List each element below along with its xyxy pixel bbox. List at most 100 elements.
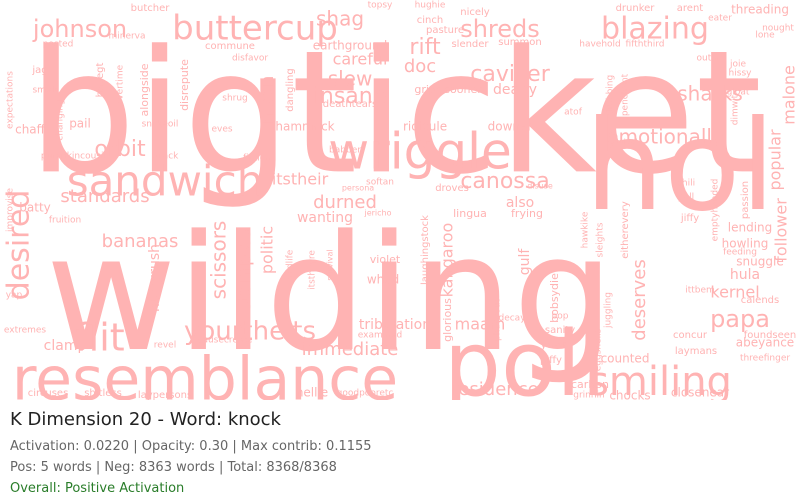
cloud-word: piffy	[540, 355, 562, 366]
cloud-word: resemblance	[12, 345, 398, 400]
cloud-word: closenear	[671, 386, 729, 400]
cloud-word: wilding	[46, 200, 615, 387]
cloud-word: gulf	[517, 248, 533, 276]
cloud-word: snuggle	[736, 255, 783, 269]
cloud-word: fiction	[243, 154, 271, 164]
cloud-word: papa	[710, 305, 770, 333]
cloud-word: hughie	[415, 1, 446, 11]
cloud-word: butcher	[131, 3, 171, 14]
cloud-word: lone	[755, 31, 775, 41]
cloud-word: pumpkincousin	[41, 152, 109, 162]
cloud-word: standards	[60, 186, 149, 207]
cloud-word: insane	[314, 84, 386, 109]
cloud-word: atof	[564, 108, 583, 118]
cloud-word: threading	[731, 3, 789, 17]
cloud-word: also	[506, 195, 534, 211]
cloud-word: desired	[2, 190, 37, 301]
cloud-word: sooner	[444, 83, 482, 96]
cloud-word: commune	[205, 41, 255, 52]
cloud-word: hawkike	[581, 211, 591, 248]
word-counts: Pos: 5 words | Neg: 8363 words | Total: …	[10, 460, 337, 475]
cloud-word: yawn	[540, 338, 569, 351]
cloud-word: persona	[342, 184, 374, 193]
cloud-word: whod	[367, 273, 399, 287]
cloud-word: snakeoil	[142, 120, 179, 130]
cloud-word: laymans	[675, 346, 717, 357]
cloud-word: jag	[31, 65, 47, 76]
cloud-word: havehold	[579, 40, 621, 50]
cloud-word: eitherevery	[620, 201, 631, 259]
cloud-word: bananas	[102, 231, 179, 252]
word-cloud: bigticket wilding hol poll resemblance wriggl…	[0, 0, 800, 400]
cloud-word: grinnin	[573, 391, 605, 401]
cloud-word: improvise	[6, 188, 16, 233]
cloud-word: threefinger	[740, 354, 790, 364]
cloud-word: circuses	[28, 388, 69, 399]
cloud-word: drubbing	[606, 75, 616, 115]
cloud-word: residence	[451, 379, 538, 400]
cloud-word: decay	[498, 314, 526, 324]
cloud-word: shitless	[84, 388, 122, 399]
cloud-word: revel	[154, 341, 176, 351]
cloud-word: bop	[552, 312, 569, 322]
cloud-word: extremes	[4, 326, 47, 336]
cloud-word: carbon	[571, 378, 609, 391]
cloud-word: doc	[404, 56, 436, 77]
cloud-word: flit	[75, 316, 124, 360]
cloud-word: dangling	[285, 68, 296, 111]
cloud-word: outin	[697, 54, 720, 64]
cloud-word: laughingstock	[420, 215, 431, 285]
cloud-word: johnson	[32, 15, 127, 43]
cloud-word: survival	[326, 249, 335, 280]
cloud-word: deserves	[629, 259, 650, 340]
cloud-word: calends	[741, 295, 779, 306]
cloud-word: pasture	[426, 25, 464, 36]
cloud-word: glorious	[441, 298, 454, 342]
cloud-word: lingua	[453, 207, 487, 220]
cloud-word: eater	[708, 14, 732, 24]
cloud-word: shag	[316, 7, 364, 31]
cloud-word: droves	[435, 183, 469, 194]
cloud-word: kangaroo	[438, 223, 457, 298]
cloud-word: nought	[762, 24, 794, 34]
cloud-word: chocks	[609, 389, 650, 401]
cloud-word: nixon	[257, 76, 278, 125]
cloud-word: dimwit	[731, 94, 741, 125]
cloud-word: alongside	[138, 63, 151, 116]
cloud-word: hammock	[275, 120, 334, 134]
cloud-word: bobsydie	[548, 273, 561, 323]
cloud-word: emptyhanded	[711, 179, 721, 242]
cloud-word: orbit	[94, 137, 146, 162]
cloud-word: howling	[722, 237, 769, 251]
cloud-word: jiffy	[680, 213, 699, 224]
cloud-word: pail	[69, 117, 91, 131]
cloud-word: slew	[328, 67, 373, 91]
cloud-word: wriggle	[328, 123, 511, 181]
cloud-word: yap	[6, 291, 23, 301]
cloud-word: downer	[488, 120, 533, 134]
cloud-word: nicely	[460, 7, 490, 18]
cloud-word: stompies	[234, 229, 255, 311]
cloud-word: examined	[358, 331, 402, 341]
cloud-word: follower	[772, 198, 791, 262]
cloud-word: counted	[601, 352, 650, 366]
cloud-word: posted	[43, 40, 74, 50]
cloud-word: phaseout	[493, 299, 503, 341]
cloud-word: poll	[444, 312, 606, 400]
cloud-word: canossa	[460, 169, 549, 194]
cloud-word: shrug	[222, 94, 248, 104]
cloud-word: summon	[498, 37, 542, 48]
cloud-word: yourtheits	[184, 317, 316, 347]
cloud-word: topsy	[368, 1, 393, 11]
cloud-word: fruition	[49, 216, 81, 226]
cloud-word: immediate	[302, 339, 399, 360]
cloud-word: kernel	[710, 283, 759, 302]
cloud-word: scissors	[207, 221, 231, 300]
cloud-word: tribulation	[359, 317, 431, 333]
cloud-word: malone	[780, 65, 799, 125]
cloud-word: disrepute	[178, 59, 191, 111]
cloud-word: deathtears	[323, 99, 377, 110]
cloud-word: smelt	[32, 86, 57, 96]
cloud-word: wanting	[297, 210, 353, 226]
